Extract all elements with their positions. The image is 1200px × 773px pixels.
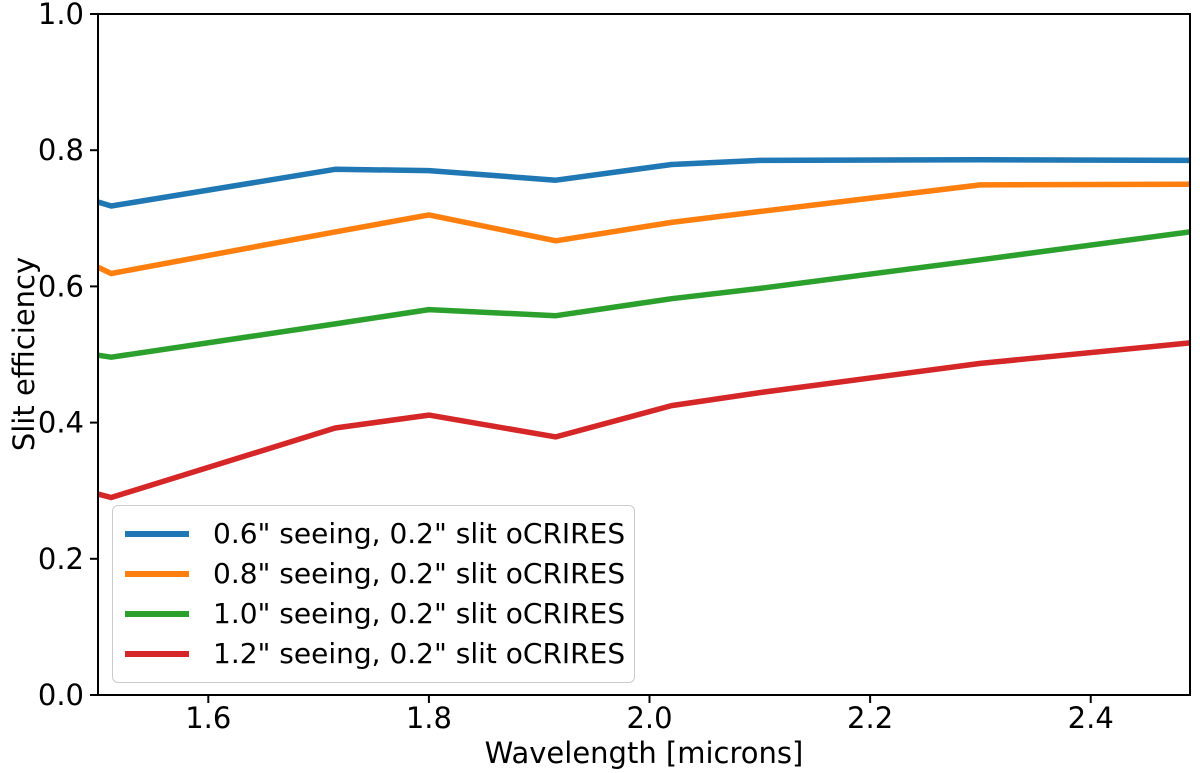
y-tick-label: 0.2 [38, 542, 84, 576]
x-tick-label: 2.4 [1068, 701, 1114, 735]
series-line-0 [97, 156, 1191, 209]
y-tick-label: 0.0 [38, 678, 84, 712]
legend-line-swatch [125, 570, 189, 577]
legend-label: 0.8" seeing, 0.2" slit oCRIRES [213, 556, 626, 590]
y-tick-label: 1.0 [38, 0, 84, 31]
series-line-2 [97, 229, 1191, 360]
legend-item-2: 1.0" seeing, 0.2" slit oCRIRES [125, 596, 626, 630]
legend-line-swatch [125, 650, 189, 657]
legend-item-0: 0.6" seeing, 0.2" slit oCRIRES [125, 516, 626, 550]
legend-label: 1.0" seeing, 0.2" slit oCRIRES [213, 596, 626, 630]
series-line-3 [97, 340, 1191, 501]
legend-label: 1.2" seeing, 0.2" slit oCRIRES [213, 636, 626, 670]
series-line-1 [96, 181, 1191, 277]
x-tick-label: 1.6 [185, 701, 231, 735]
y-axis-label: Slit efficiency [7, 256, 41, 452]
y-tick-label: 0.8 [38, 133, 84, 167]
x-axis-label: Wavelength [microns] [484, 736, 804, 770]
legend: 0.6" seeing, 0.2" slit oCRIRES 0.8" seein… [112, 505, 635, 683]
y-tick-label: 0.4 [38, 406, 84, 440]
x-tick-label: 1.8 [406, 701, 452, 735]
x-tick-label: 2.0 [626, 701, 672, 735]
legend-item-1: 0.8" seeing, 0.2" slit oCRIRES [125, 556, 626, 590]
axes-spines [97, 13, 1191, 696]
y-tick-label: 0.6 [38, 269, 84, 303]
legend-item-3: 1.2" seeing, 0.2" slit oCRIRES [125, 636, 626, 670]
legend-line-swatch [125, 530, 189, 537]
x-tick-label: 2.2 [847, 701, 893, 735]
legend-line-swatch [125, 610, 189, 617]
legend-label: 0.6" seeing, 0.2" slit oCRIRES [213, 516, 626, 550]
